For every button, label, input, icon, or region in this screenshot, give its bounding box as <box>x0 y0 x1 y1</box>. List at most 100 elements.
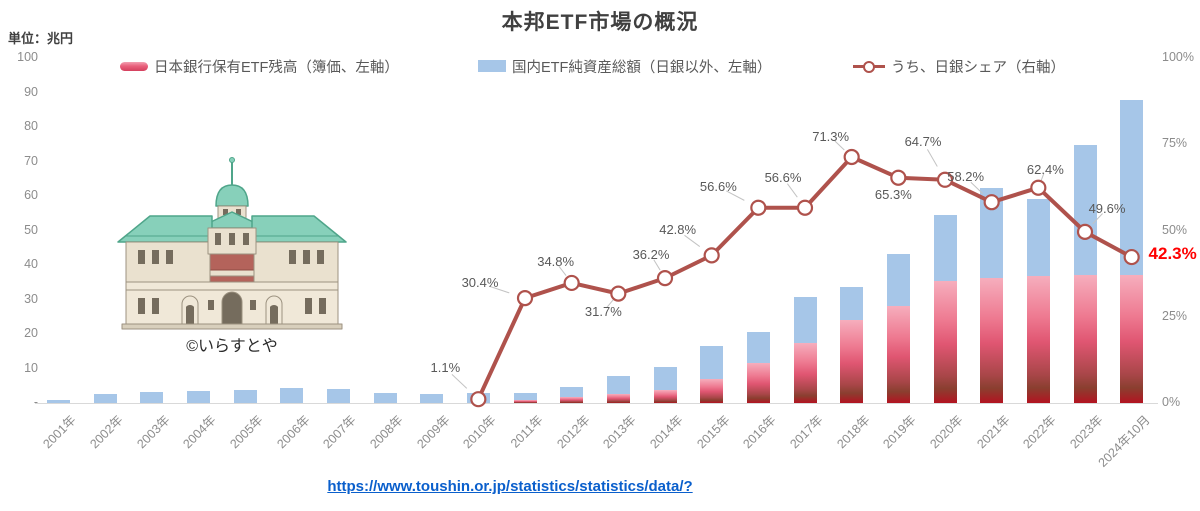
share-label-highlight-2024年10月: 42.3% <box>1148 244 1197 264</box>
bar-nonboj-2015年 <box>700 346 724 379</box>
label-leader-line <box>488 285 510 294</box>
share-label-2018年: 71.3% <box>812 129 850 144</box>
label-leader-line <box>451 374 468 389</box>
bar-nonboj-2021年 <box>980 187 1004 278</box>
bar-nonboj-2004年 <box>186 391 210 403</box>
source-link-container: https://www.toushin.or.jp/statistics/sta… <box>0 478 1020 496</box>
bar-boj-2021年 <box>980 277 1004 403</box>
bar-boj-2022年 <box>1026 275 1050 403</box>
left-axis-tick: 60 <box>24 188 38 202</box>
bar-boj-2019年 <box>886 305 910 403</box>
bar-nonboj-2006年 <box>280 388 304 403</box>
share-marker-2017年 <box>796 199 814 216</box>
bar-nonboj-2012年 <box>560 387 584 398</box>
bar-boj-2012年 <box>560 397 584 403</box>
x-axis-line <box>35 403 1158 404</box>
share-label-2023年: 49.6% <box>1088 200 1126 216</box>
bar-boj-2023年 <box>1073 275 1097 403</box>
bar-nonboj-2019年 <box>886 253 910 306</box>
bar-nonboj-2017年 <box>793 297 817 343</box>
left-axis-tick: 40 <box>24 257 38 271</box>
bank-of-japan-building-illustration <box>112 152 352 342</box>
label-leader-line <box>605 299 614 309</box>
bar-boj-2011年 <box>513 399 537 403</box>
share-marker-2021年 <box>983 194 1000 211</box>
share-marker-2010年 <box>470 391 487 408</box>
share-marker-2012年 <box>563 274 580 292</box>
unit-label: 単位：兆円 <box>8 31 74 46</box>
label-leader-line <box>726 190 745 201</box>
share-marker-2014年 <box>656 270 674 287</box>
bar-nonboj-2022年 <box>1026 199 1050 276</box>
share-label-2022年: 62.4% <box>1026 161 1064 177</box>
legend-item-nonboj-bar[interactable]: 国内ETF純資産総額（日銀以外、左軸） <box>478 56 771 76</box>
label-leader-line <box>786 183 798 198</box>
share-label-2021年: 58.2% <box>947 169 985 185</box>
share-marker-2022年 <box>1030 179 1047 196</box>
label-leader-line <box>1092 213 1103 225</box>
right-axis-tick: 0% <box>1162 395 1181 409</box>
left-axis-tick: 10 <box>24 360 38 375</box>
legend-label: 日本銀行保有ETF残高（簿価、左軸） <box>154 59 399 76</box>
share-line-swatch <box>853 59 885 73</box>
legend-item-share-line[interactable]: うち、日銀シェア（右軸） <box>853 56 1065 76</box>
bar-nonboj-2005年 <box>233 389 257 403</box>
label-leader-line <box>970 181 983 194</box>
left-axis-tick: 30 <box>24 291 38 306</box>
right-axis-tick: 75% <box>1162 136 1188 151</box>
share-marker-2023年 <box>1076 223 1094 240</box>
label-leader-line <box>653 259 661 271</box>
bar-nonboj-2016年 <box>746 332 770 363</box>
bar-boj-2014年 <box>653 389 677 403</box>
label-leader-line <box>926 149 938 167</box>
bar-boj-2018年 <box>840 320 864 403</box>
bar-nonboj-2023年 <box>1073 144 1097 275</box>
bar-boj-2013年 <box>606 394 630 403</box>
legend-label: うち、日銀シェア（右軸） <box>891 59 1065 76</box>
left-axis-tick: - <box>33 395 38 409</box>
bar-boj-2020年 <box>933 281 957 403</box>
share-label-2013年: 31.7% <box>584 303 622 319</box>
bar-nonboj-2009年 <box>420 394 444 403</box>
label-leader-line <box>834 140 845 151</box>
legend-label: 国内ETF純資産総額（日銀以外、左軸） <box>512 59 772 76</box>
bar-nonboj-2013年 <box>606 375 630 395</box>
share-label-2012年: 34.8% <box>537 253 575 269</box>
label-leader-line <box>558 265 567 276</box>
share-label-2014年: 36.2% <box>632 247 670 263</box>
left-axis-tick: 70 <box>24 153 38 168</box>
bar-nonboj-2003年 <box>140 391 164 403</box>
bar-boj-2024年10月 <box>1120 274 1144 403</box>
source-link[interactable]: https://www.toushin.or.jp/statistics/sta… <box>327 478 693 495</box>
share-marker-2020年 <box>936 171 954 188</box>
label-leader-line <box>1040 173 1045 182</box>
bar-boj-2016年 <box>746 362 770 403</box>
bar-boj-2015年 <box>700 378 724 403</box>
bar-nonboj-2002年 <box>93 393 117 403</box>
share-marker-2011年 <box>516 290 534 307</box>
legend-item-boj-bar[interactable]: 日本銀行保有ETF残高（簿価、左軸） <box>120 56 399 76</box>
share-marker-2013年 <box>610 285 627 302</box>
right-axis-tick: 25% <box>1162 308 1188 323</box>
left-axis-tick: 100 <box>17 50 38 64</box>
share-marker-2016年 <box>750 199 767 216</box>
share-label-2017年: 56.6% <box>764 169 802 185</box>
bar-nonboj-2018年 <box>840 286 864 321</box>
bar-nonboj-2011年 <box>513 392 537 400</box>
building-icon <box>117 157 347 330</box>
legend: 日本銀行保有ETF残高（簿価、左軸） 国内ETF純資産総額（日銀以外、左軸） うち、… <box>0 56 1200 76</box>
left-axis-tick: 90 <box>24 84 38 99</box>
bar-nonboj-2020年 <box>933 214 957 282</box>
illustration-credit: ©いらすとや <box>186 338 278 355</box>
share-label-2016年: 56.6% <box>699 178 737 194</box>
bar-nonboj-2024年10月 <box>1120 99 1144 275</box>
bar-nonboj-2001年 <box>46 399 70 403</box>
boj-bar-swatch <box>120 61 148 71</box>
chart-title: 本邦ETF市場の概況 <box>501 11 699 34</box>
share-marker-2019年 <box>890 169 907 186</box>
nonboj-bar-swatch <box>478 60 506 72</box>
share-marker-2024年10月 <box>1123 248 1140 266</box>
share-label-2011年: 30.4% <box>461 275 499 291</box>
